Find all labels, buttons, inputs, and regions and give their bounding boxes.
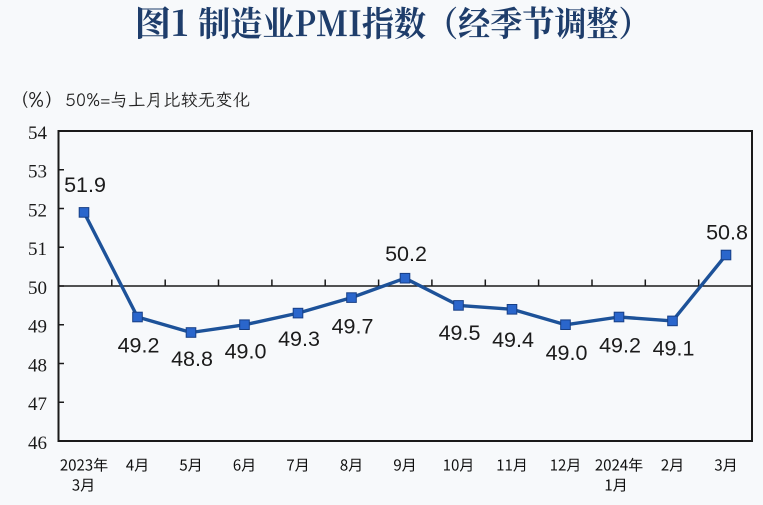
svg-text:49: 49 <box>28 317 47 338</box>
svg-text:47: 47 <box>28 394 47 415</box>
svg-text:49.0: 49.0 <box>546 341 588 365</box>
svg-text:49.7: 49.7 <box>332 314 374 338</box>
svg-text:50.2: 50.2 <box>385 242 427 266</box>
svg-text:51.9: 51.9 <box>64 173 106 197</box>
svg-text:46: 46 <box>28 433 47 454</box>
svg-text:48: 48 <box>28 355 47 376</box>
svg-text:50: 50 <box>28 278 47 299</box>
svg-text:54: 54 <box>28 123 48 144</box>
svg-text:49.1: 49.1 <box>653 336 695 360</box>
svg-text:49.2: 49.2 <box>118 334 160 358</box>
svg-text:49.0: 49.0 <box>225 340 267 364</box>
svg-text:49.3: 49.3 <box>278 327 320 351</box>
svg-text:53: 53 <box>28 162 47 183</box>
svg-text:49.5: 49.5 <box>439 321 481 345</box>
svg-text:52: 52 <box>28 200 47 221</box>
svg-text:51: 51 <box>28 239 47 260</box>
svg-text:49.2: 49.2 <box>599 333 641 357</box>
svg-text:48.8: 48.8 <box>171 347 213 371</box>
svg-text:50.8: 50.8 <box>706 221 748 245</box>
svg-text:49.4: 49.4 <box>492 328 534 352</box>
